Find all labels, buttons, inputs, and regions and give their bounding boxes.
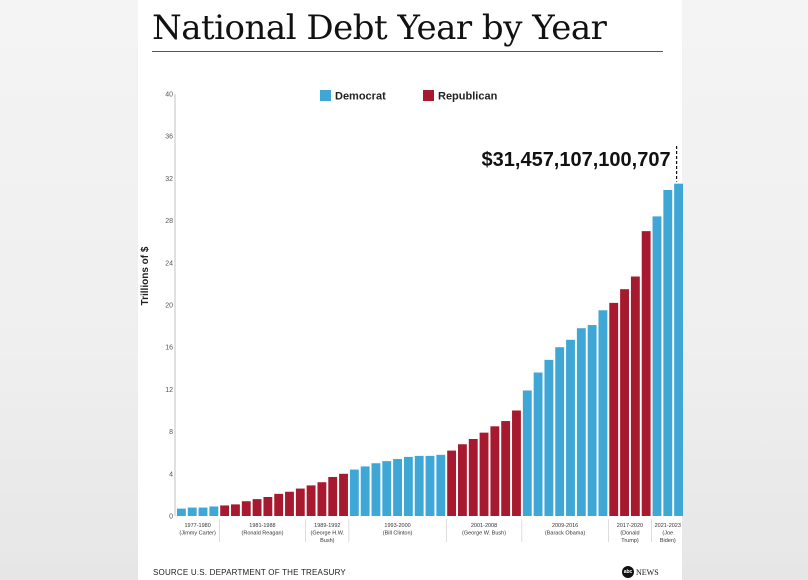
era-label: Bush) [320,538,335,544]
era-label: 1977-1980 [184,523,210,529]
bar [274,493,284,516]
bar [263,497,273,516]
bar [652,216,662,516]
bar [641,231,651,516]
title-divider [152,51,663,52]
y-tick-label: 20 [165,303,173,310]
bar [674,183,684,516]
era-label: 1989-1992 [314,523,340,529]
era-labels-group: 1977-1980 (Jimmy Carter) 1981-1988 (Ronald … [179,519,681,544]
legend-label-republican: Republican [438,91,498,103]
y-tick-label: 8 [169,429,173,436]
bar [285,491,294,516]
y-tick-label: 40 [165,92,173,99]
y-tick-label: 24 [165,260,173,267]
bar [436,454,446,516]
bar [371,463,381,516]
bar [512,410,521,516]
legend: Democrat Republican [320,90,498,103]
bar [339,473,348,516]
era-label: 2017-2020 [617,523,643,529]
legend-swatch-republican [423,90,434,101]
legend-swatch-democrat [320,90,331,101]
bar [501,421,511,516]
era-label: Trump) [621,538,639,544]
bar [598,310,608,516]
bar [630,276,640,516]
bar [576,328,586,516]
bar [533,372,543,516]
bar [220,505,230,516]
bar [447,450,457,516]
bar [241,501,251,516]
y-tick-label: 4 [169,471,173,478]
y-axis-group: 0 4 8 12 16 20 24 28 32 36 40 [165,92,176,521]
y-tick-label: 16 [165,345,173,352]
era-label: (Barack Obama) [545,531,586,537]
legend-label-democrat: Democrat [335,91,386,103]
bar [425,455,435,516]
bar [252,499,262,516]
y-tick-label: 12 [165,387,173,394]
bar [317,482,327,516]
bar [522,390,532,516]
bar [663,190,673,516]
bar [231,504,240,516]
era-label: (Ronald Reagan) [242,531,284,537]
bar [544,359,554,516]
bar [295,488,305,516]
y-tick-label: 32 [165,176,173,183]
era-label: (Bill Clinton) [383,531,413,537]
bars-group [176,183,684,516]
bar [479,432,489,516]
era-label: 1981-1988 [249,523,275,529]
bar [198,507,208,516]
era-label: 2001-2008 [471,523,497,529]
bar [209,506,219,516]
bar [609,302,619,516]
bar [490,426,500,516]
y-axis-label: Trillions of $ [140,246,151,305]
y-tick-label: 28 [165,218,173,225]
bar [393,459,402,516]
era-label: 1993-2000 [384,523,410,529]
source-note: SOURCE U.S. DEPARTMENT OF THE TREASURY [153,568,346,577]
y-tick-label: 0 [169,514,173,521]
bar [566,339,575,516]
abc-logo-icon: abc [622,566,634,578]
era-label: (Joe [662,531,673,537]
era-label: (George H.W. [311,531,345,537]
era-label: Biden) [660,538,676,544]
era-label: 2009-2016 [552,523,578,529]
bar [328,476,338,516]
bar [555,347,565,516]
bar [306,485,316,516]
logo-news-text: NEWS [636,567,659,577]
era-label: (Donald [620,531,639,537]
bar [457,444,467,516]
bar [349,469,359,516]
bar [414,455,424,516]
era-label: (George W. Bush) [462,531,506,537]
bar [468,438,478,516]
bar [176,508,186,516]
bar [187,507,197,516]
era-label: 2021-2023 [655,523,681,529]
bar [620,289,629,516]
annotation-group: $31,457,107,100,707 [482,146,678,182]
bar [382,461,392,516]
y-tick-label: 36 [165,134,173,141]
era-label: (Jimmy Carter) [179,531,216,537]
debt-total-annotation: $31,457,107,100,707 [482,149,671,171]
page-title: National Debt Year by Year [152,8,607,48]
bar [587,325,597,516]
abc-news-logo: abc NEWS [622,566,659,578]
bar [403,456,413,516]
bar [360,466,370,516]
